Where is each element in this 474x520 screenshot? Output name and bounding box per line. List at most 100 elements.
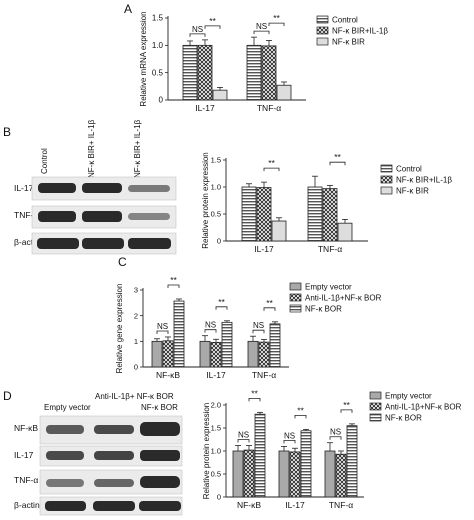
bar — [261, 45, 277, 101]
y-tick-label: 0 — [217, 493, 221, 502]
significance-bracket — [248, 397, 261, 402]
significance-bracket — [215, 306, 228, 310]
y-axis-label: Relative gene expression — [115, 284, 124, 374]
bar — [256, 187, 272, 242]
bar — [300, 430, 312, 498]
bar — [221, 321, 233, 368]
blot-row-label: IL-17 — [14, 450, 34, 460]
significance-bracket — [329, 161, 346, 166]
bar — [337, 222, 353, 242]
y-tick-label: 3 — [134, 286, 138, 295]
significance-bracket — [252, 329, 265, 334]
blot-panel-d: Empty vector Anti-IL-1β+ NF-κ BOR NF-κ B… — [14, 392, 183, 516]
x-tick-label: NF-κB — [156, 370, 180, 380]
bar — [243, 449, 255, 498]
significance-bracket — [167, 284, 180, 288]
bar — [162, 340, 174, 368]
legend-swatch — [289, 293, 302, 302]
legend-swatch — [380, 186, 393, 195]
protein-band — [82, 238, 124, 249]
protein-band — [37, 238, 79, 249]
significance-label: ** — [209, 16, 216, 26]
legend-swatch — [316, 37, 329, 46]
legend-label: NF-κ BOR — [385, 414, 422, 423]
y-tick-label: 0 — [134, 363, 138, 372]
protein-band — [128, 213, 170, 220]
x-tick-label: TNF-α — [329, 500, 353, 510]
bar — [247, 340, 259, 368]
significance-bracket — [237, 439, 250, 443]
significance-label: ** — [170, 275, 177, 285]
significance-label: NS — [157, 322, 168, 331]
legend-swatch — [369, 413, 382, 422]
significance-bracket — [268, 22, 285, 27]
significance-bracket — [156, 330, 169, 334]
legend-label: NF-κ BIR — [332, 38, 365, 47]
x-tick-label: TNF-α — [252, 370, 276, 380]
y-tick-label: 1.0 — [211, 183, 221, 192]
legend-label: NF-κ BOR — [305, 305, 342, 314]
x-tick-label: NF-κB — [237, 500, 261, 510]
protein-band — [140, 450, 180, 461]
bar — [210, 341, 222, 368]
panel-label-c: C — [118, 255, 127, 269]
significance-bracket — [263, 307, 276, 311]
significance-label: ** — [273, 13, 280, 23]
protein-band — [46, 479, 84, 487]
lane-label: NF-κ BOR — [141, 403, 178, 412]
protein-band — [94, 451, 134, 460]
lane-label: Control — [40, 148, 49, 174]
significance-bracket — [329, 436, 342, 440]
y-tick-label: 2.0 — [211, 401, 221, 410]
blot-row-label: β-actin — [14, 500, 40, 510]
significance-label: NS — [284, 431, 295, 440]
protein-band — [140, 422, 180, 436]
y-tick-label: 1.5 — [211, 424, 221, 433]
bar — [212, 89, 228, 101]
legend-swatch — [369, 391, 382, 400]
protein-band — [139, 501, 181, 511]
bar — [246, 44, 262, 101]
x-tick-label: IL-17 — [254, 244, 274, 254]
lane-label: Anti-IL-1β+ NF-κ BOR — [95, 392, 174, 401]
significance-bracket — [204, 25, 221, 29]
y-tick-label: 0 — [217, 237, 221, 246]
significance-label: NS — [253, 321, 264, 330]
bar — [278, 450, 290, 498]
y-tick-label: 1.5 — [211, 156, 221, 165]
y-tick-label: 1.5 — [152, 14, 164, 23]
lane-label-text: NF-κ BIR+ IL-1β — [87, 119, 96, 178]
bar — [232, 450, 244, 498]
y-tick-label: 1.0 — [211, 447, 221, 456]
legend-label: Anti-IL-1β+NF-κ BOR — [305, 294, 382, 303]
legend-label: Anti-IL-1β+NF-κ BOR — [385, 403, 462, 412]
lane-label: NF-κ BIR+ IL-1β — [87, 119, 96, 178]
y-tick-label: 2 — [134, 311, 138, 320]
legend-swatch — [369, 402, 382, 411]
bar — [322, 188, 338, 242]
significance-label: ** — [268, 158, 275, 168]
bar — [254, 413, 266, 498]
legend-swatch — [380, 175, 393, 184]
bar — [199, 340, 211, 368]
significance-label: ** — [334, 152, 341, 162]
bar — [324, 450, 336, 498]
legend-label: NF-κ BIR — [396, 187, 429, 196]
blot-row-label: TNF-α — [14, 475, 38, 485]
protein-band — [45, 501, 86, 511]
chart-panel-c: 0 1 2 3 Relative gene expression NF-κB IL-17 TN… — [115, 275, 382, 380]
y-axis-label: Relative protein expression — [202, 403, 211, 500]
y-tick-label: 0.5 — [211, 210, 221, 219]
panel-label-d: D — [3, 389, 12, 403]
legend-swatch — [380, 164, 393, 173]
bar — [151, 340, 163, 368]
bar — [307, 186, 323, 242]
lane-label-text: Anti-IL-1β+ NF-κ BOR — [95, 392, 174, 401]
legend-label: Empty vector — [385, 392, 432, 401]
legend-swatch — [289, 282, 302, 291]
significance-label: NS — [192, 25, 203, 34]
protein-band — [82, 183, 122, 193]
bar — [182, 44, 198, 101]
significance-bracket — [283, 440, 296, 444]
